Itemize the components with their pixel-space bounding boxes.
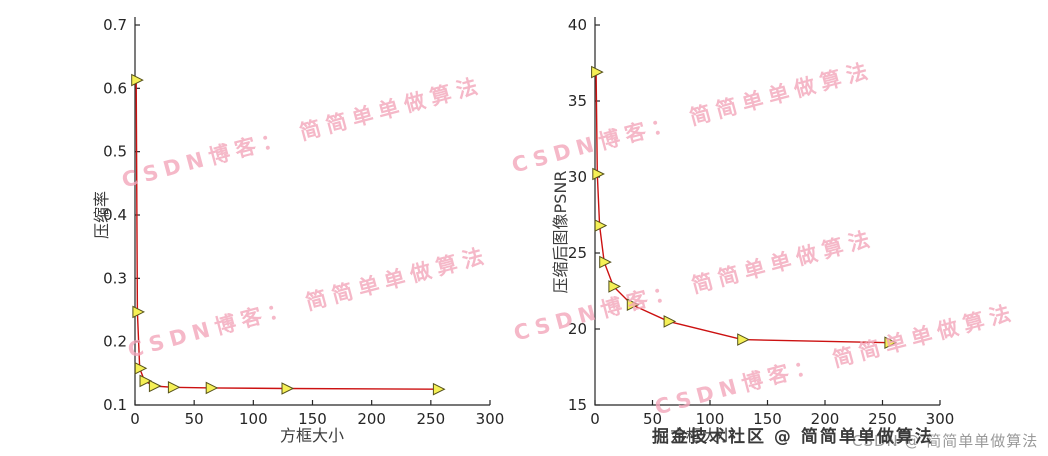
x-tick-label: 150	[298, 410, 327, 428]
data-point-marker	[663, 315, 677, 328]
x-tick-label: 250	[868, 410, 897, 428]
x-axis-label: 方框大小	[670, 426, 734, 445]
axis-lines	[134, 17, 490, 406]
x-tick-label: 0	[590, 410, 600, 428]
data-point-marker	[432, 382, 446, 396]
y-tick-label: 0.1	[103, 396, 127, 414]
data-point-marker	[591, 65, 604, 79]
x-tick-label: 150	[753, 410, 782, 428]
y-tick-label: 30	[568, 168, 587, 186]
y-tick-label: 25	[568, 244, 587, 262]
data-point-marker	[148, 379, 162, 393]
x-tick-label: 200	[357, 410, 386, 428]
data-point-marker	[281, 382, 295, 395]
x-tick-label: 100	[239, 410, 268, 428]
left-chart: 0 50 100 150 200 250 300 0.1 0.2 0.3 0.4 0.5 0.6 0.7 方…	[92, 16, 504, 445]
data-point-marker	[592, 167, 605, 181]
x-tick-label: 300	[476, 410, 505, 428]
y-tick-label: 0.3	[103, 269, 127, 287]
right-chart: 0 50 100 150 200 250 300 15 20 25 30 35 40 方框大小 压缩后图像P…	[551, 16, 954, 445]
y-tick-label: 0.7	[103, 16, 127, 34]
y-tick-label: 0.4	[103, 206, 127, 224]
data-point-marker	[131, 73, 144, 87]
x-tick-label: 300	[926, 410, 955, 428]
y-axis-label: 压缩率	[92, 191, 111, 239]
y-axis-label: 压缩后图像PSNR	[551, 171, 570, 294]
y-tick-label: 0.2	[103, 333, 127, 351]
data-point-marker	[132, 305, 146, 319]
y-tick-label: 20	[568, 320, 587, 338]
data-point-marker	[626, 298, 640, 312]
x-tick-label: 50	[643, 410, 662, 428]
y-tick-label: 40	[568, 16, 587, 34]
x-tick-label: 0	[130, 410, 140, 428]
data-line	[595, 72, 890, 344]
data-point-marker	[737, 333, 750, 346]
data-point-marker	[608, 280, 622, 293]
x-tick-label: 200	[811, 410, 840, 428]
y-tick-label: 35	[568, 92, 587, 110]
x-tick-label: 50	[185, 410, 204, 428]
data-point-marker	[599, 255, 612, 269]
y-tick-label: 15	[568, 396, 587, 414]
data-point-marker	[884, 336, 898, 350]
data-point-marker	[139, 374, 153, 388]
x-tick-label: 250	[417, 410, 446, 428]
data-line	[135, 80, 438, 390]
data-point-marker	[205, 381, 219, 395]
y-tick-label: 0.5	[103, 143, 127, 161]
data-point-marker	[134, 361, 148, 375]
x-axis-label: 方框大小	[280, 426, 344, 445]
y-tick-label: 0.6	[103, 79, 127, 97]
data-point-marker	[167, 380, 181, 394]
data-point-marker	[594, 219, 608, 232]
x-tick-label: 100	[696, 410, 725, 428]
